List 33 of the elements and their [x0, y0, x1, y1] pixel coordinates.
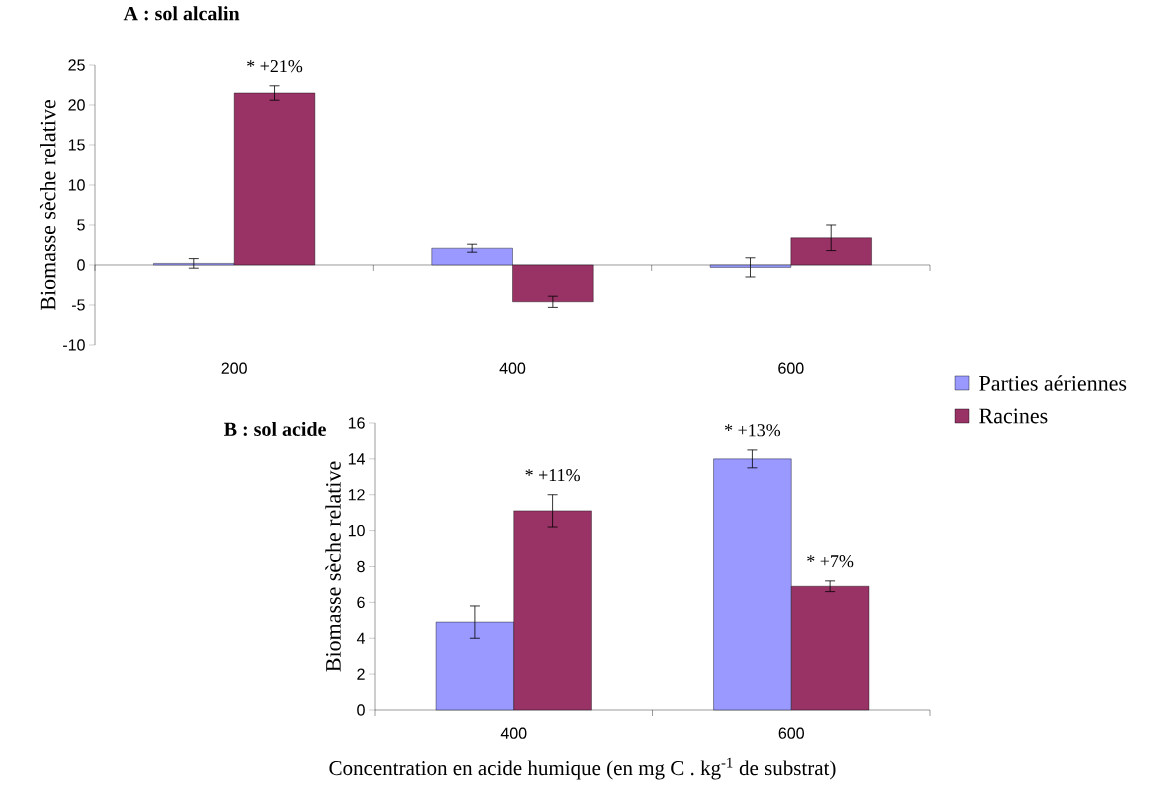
x-tick-label: 200	[221, 362, 247, 374]
x-tick-label: 400	[500, 727, 527, 739]
y-tick-label: 8	[357, 560, 365, 573]
y-tick-label: 20	[68, 99, 85, 111]
y-tick-label: 14	[348, 453, 365, 465]
y-tick-label: -5	[71, 299, 85, 311]
annotation: * +13%	[724, 424, 781, 437]
annotation: * +7%	[807, 555, 854, 568]
annotation: * +11%	[525, 469, 580, 482]
y-tick-label: 10	[68, 179, 85, 191]
y-tick-label: 12	[348, 489, 365, 501]
y-axis-title: Biomasse sèche relative	[39, 100, 56, 311]
y-tick-label: 10	[348, 524, 365, 537]
y-tick-label: 25	[68, 59, 85, 71]
chart-title: A : sol alcalin	[123, 6, 240, 21]
y-tick-label: 16	[348, 417, 365, 429]
y-tick-label: 5	[77, 219, 85, 231]
y-tick-label: -10	[63, 339, 85, 351]
chart-title: B : sol acide	[224, 421, 326, 437]
y-tick-label: 0	[77, 259, 85, 271]
y-tick-label: 6	[357, 596, 365, 609]
x-axis-title: Concentration en acide humique (en mg C . kg$^{-1}$ de substrat)	[329, 757, 836, 780]
x-tick-label: 600	[778, 362, 804, 374]
annotation: * +21%	[247, 60, 303, 73]
y-tick-label: 4	[356, 632, 365, 644]
x-tick-label: 400	[499, 362, 526, 374]
legend-label: Parties aériennes	[979, 375, 1127, 391]
y-axis-title: Biomasse sèche relative	[325, 461, 341, 672]
y-tick-label: 15	[68, 139, 85, 151]
y-tick-label: 2	[357, 668, 365, 680]
x-tick-label: 600	[778, 727, 804, 739]
y-tick-label: 0	[357, 704, 365, 716]
legend-label: Racines	[979, 408, 1048, 424]
